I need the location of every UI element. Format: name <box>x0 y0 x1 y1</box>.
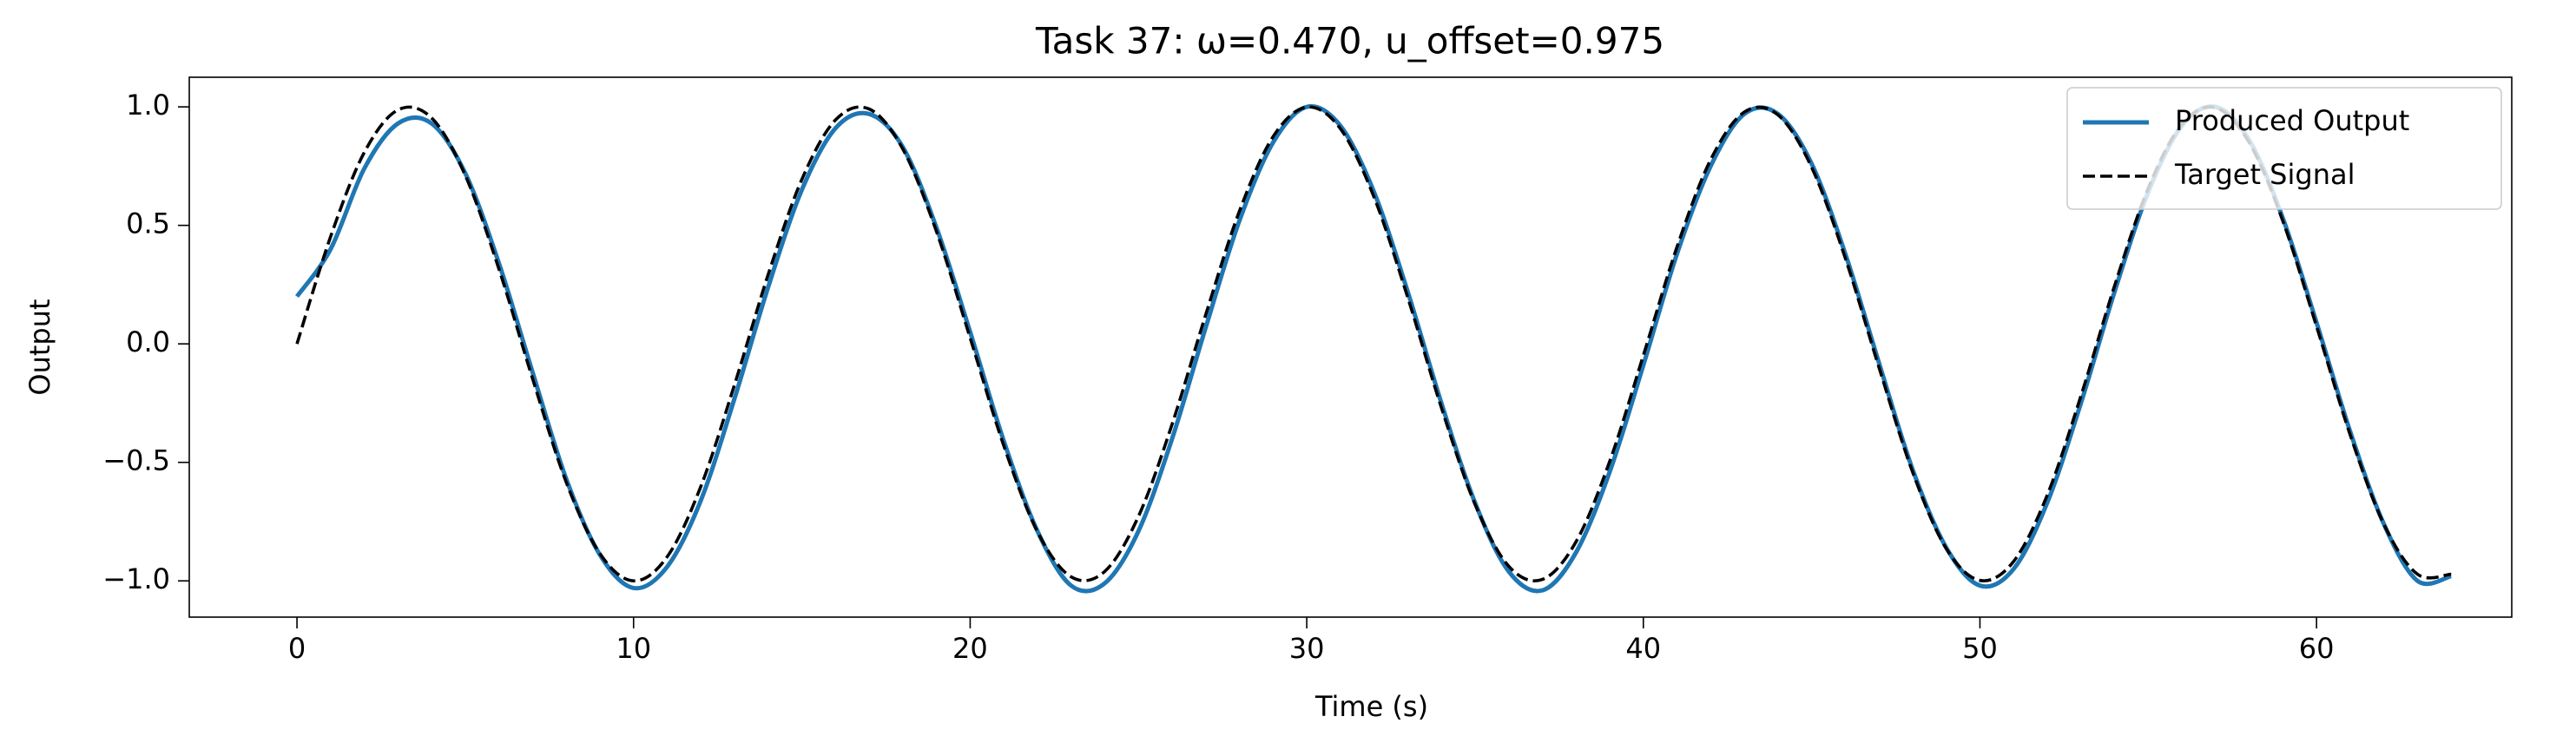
y-axis-label: Output <box>23 299 56 395</box>
legend-label: Produced Output <box>2175 104 2409 137</box>
y-tick-label: 1.0 <box>126 89 170 122</box>
x-tick-label: 50 <box>1962 632 1998 665</box>
chart-title: Task 37: ω=0.470, u_offset=0.975 <box>1035 20 1664 62</box>
y-tick-label: −1.0 <box>102 562 170 595</box>
x-tick-label: 60 <box>2299 632 2335 665</box>
y-tick-label: −0.5 <box>102 444 170 477</box>
x-tick-label: 0 <box>288 632 306 665</box>
plot-frame <box>188 76 2513 618</box>
x-tick-label: 10 <box>616 632 651 665</box>
x-tick-label: 30 <box>1289 632 1325 665</box>
data-line <box>295 103 2452 594</box>
legend-label: Target Signal <box>2174 158 2355 191</box>
y-tick-label: 0.0 <box>126 325 170 358</box>
x-tick-label: 40 <box>1625 632 1661 665</box>
x-axis-label: Time (s) <box>1314 690 1428 723</box>
x-tick-label: 20 <box>952 632 988 665</box>
legend-box <box>2066 87 2502 210</box>
data-line <box>295 105 2452 583</box>
y-tick-label: 0.5 <box>126 207 170 240</box>
